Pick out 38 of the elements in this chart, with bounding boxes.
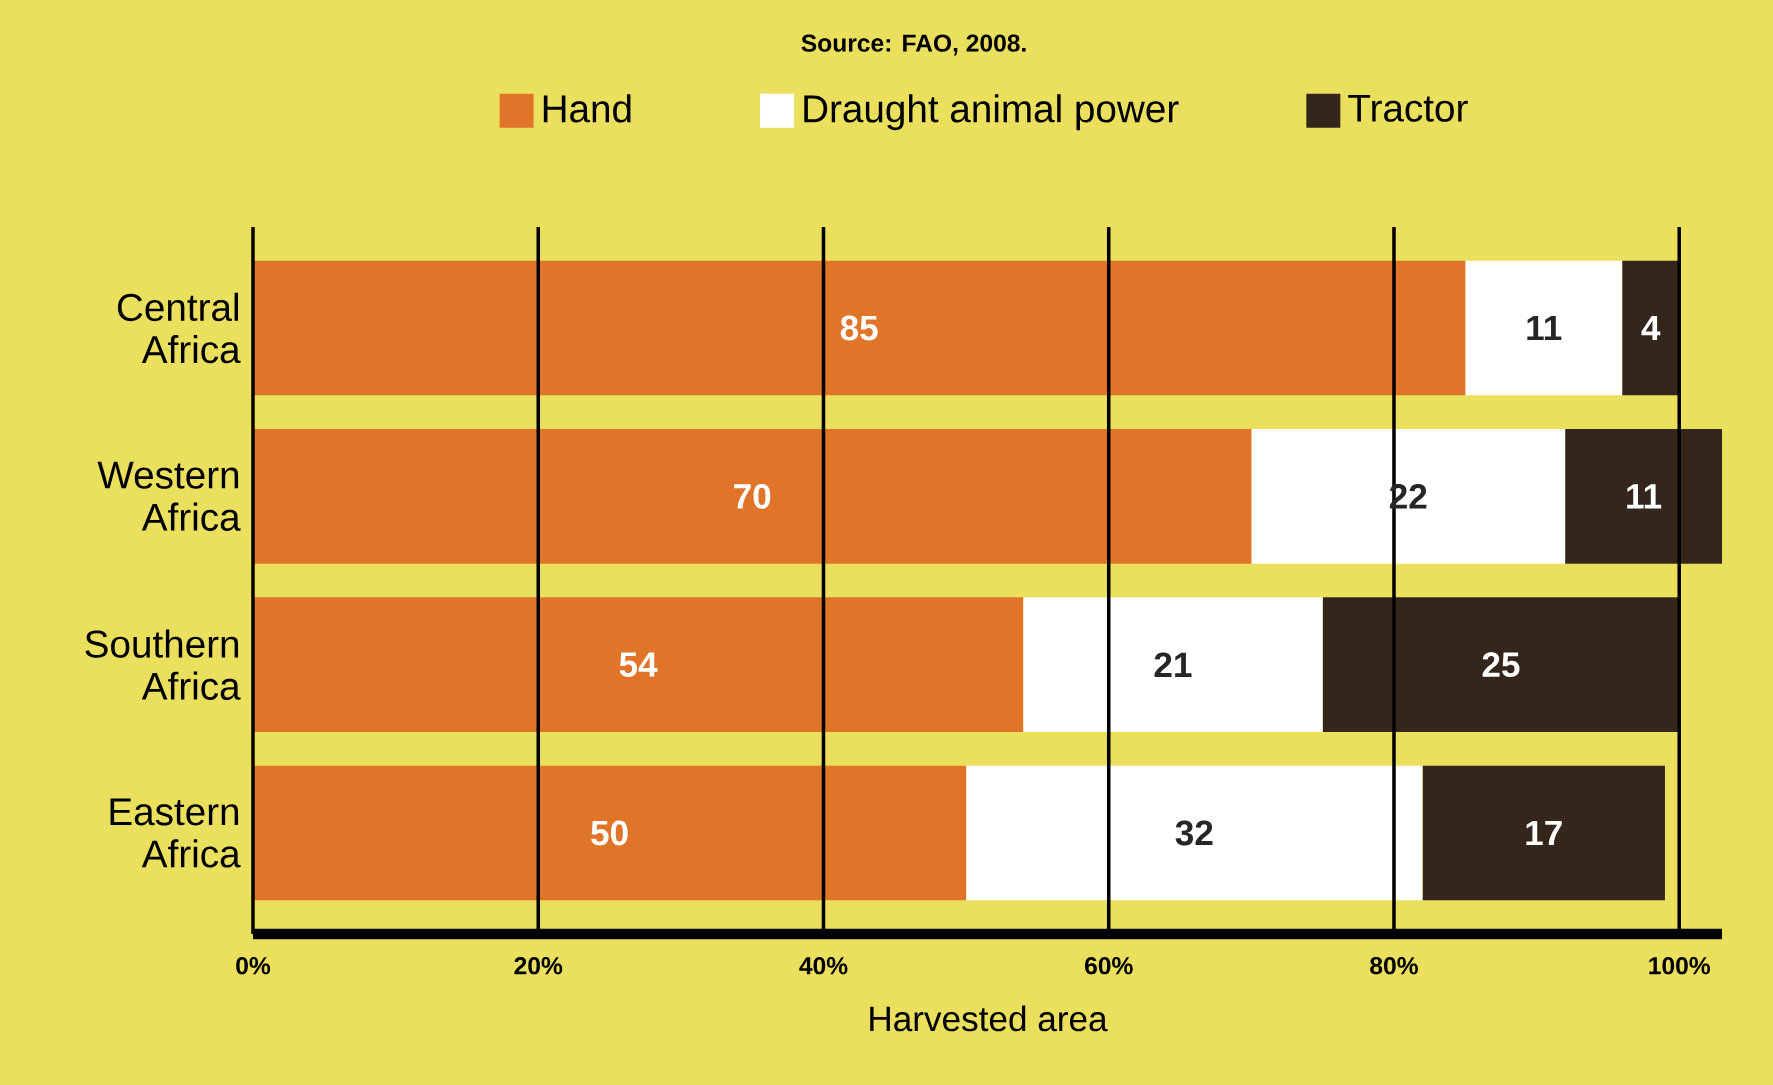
x-axis-title: Harvested area [870,1005,1108,1032]
x-tick-label: 20% [514,957,563,975]
data-label: 70 [734,483,771,509]
bar [1465,260,1623,396]
bar [1251,429,1566,564]
x-tick-label: 100% [1649,957,1711,975]
bar [1322,597,1680,733]
bar [253,429,1252,564]
bar [253,597,1024,733]
data-label: 11 [1527,315,1562,341]
data-label: 21 [1154,652,1192,677]
bar [1422,765,1665,901]
data-label: 25 [1482,652,1520,678]
data-label: 85 [840,315,878,341]
data-label: 17 [1526,820,1562,846]
x-tick-label: 80% [1370,957,1418,975]
bar [1565,429,1723,564]
x-tick-label: 40% [799,957,848,975]
legend-label: Draught animal power [804,94,1179,131]
bar [253,765,967,901]
y-tick-label: Central Africa [117,292,241,364]
bar [1023,597,1323,733]
bar [966,765,1423,901]
y-tick-label: Southern Africa [85,629,241,700]
data-label: 32 [1175,820,1213,846]
legend-label: Tractor [1348,94,1468,122]
x-tick-label: 60% [1085,957,1133,975]
data-label: 11 [1627,484,1662,509]
x-tick-label: 0% [236,957,271,975]
bar [1622,260,1680,396]
y-tick-label: Eastern Africa [110,798,241,868]
source-note: Source: FAO, 2008. [801,34,1026,56]
legend-label: Hand [543,94,631,123]
bar [253,260,1466,396]
data-label: 50 [591,820,628,846]
y-tick-label: Western Africa [97,461,241,531]
data-label: 54 [619,652,658,677]
data-label: 4 [1641,315,1661,341]
